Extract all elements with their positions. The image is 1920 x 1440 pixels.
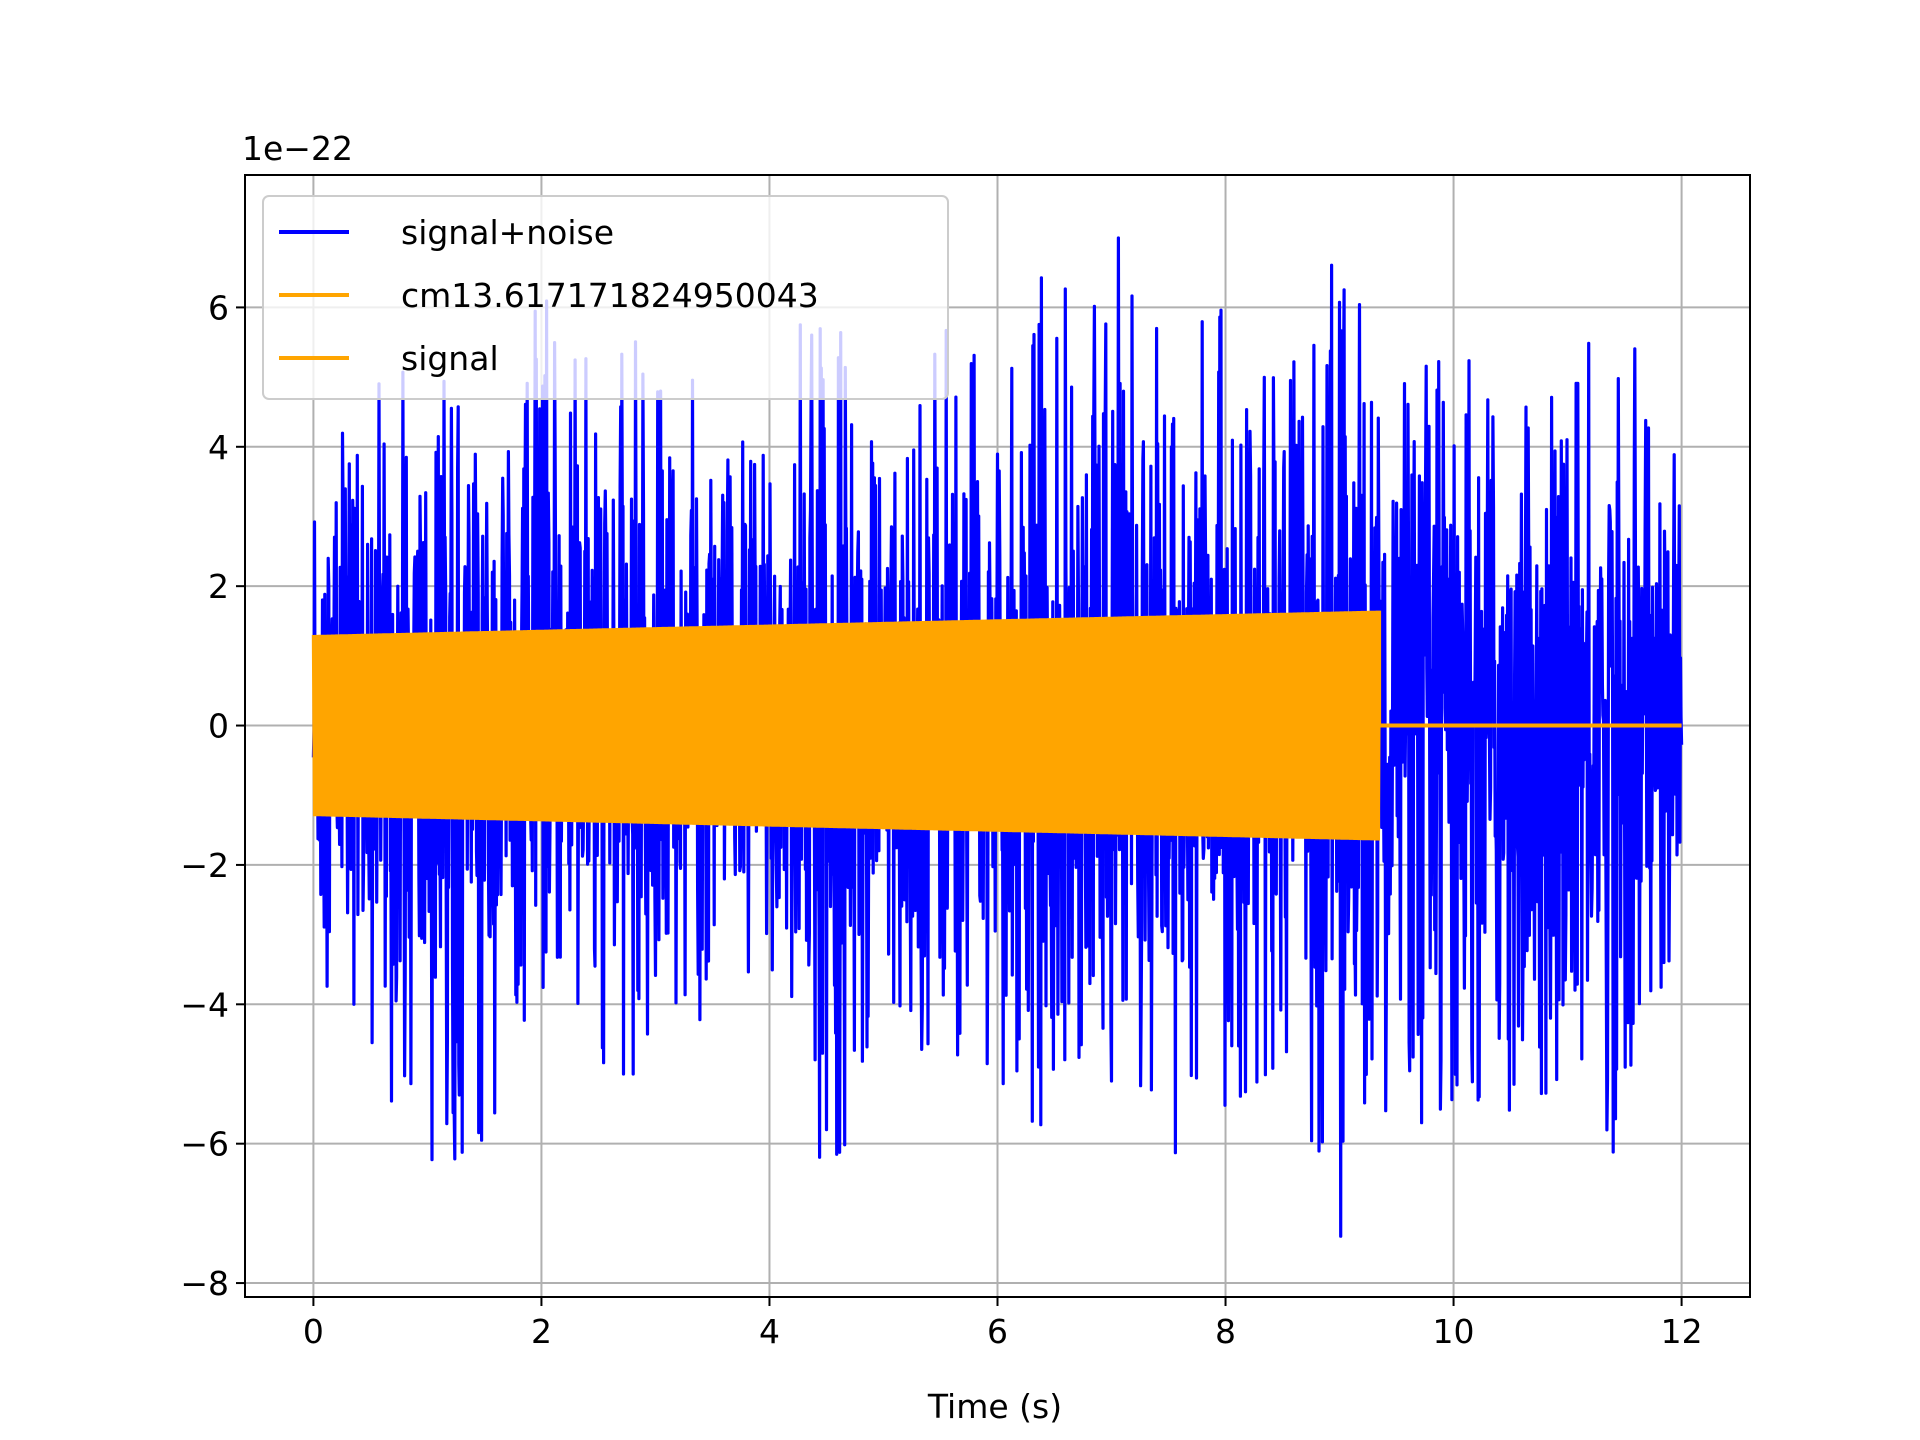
legend-label: cm13.617171824950043 [401, 276, 819, 315]
y-tick-label: 0 [208, 707, 229, 746]
y-offset-text: 1e−22 [242, 129, 353, 168]
x-tick-label: 6 [987, 1312, 1008, 1351]
legend-label: signal [401, 339, 499, 378]
x-tick-label: 4 [759, 1312, 780, 1351]
y-axis: −8 −6 −4 −2 0 2 4 6 [180, 288, 245, 1303]
y-tick-label: 4 [208, 428, 229, 467]
x-tick-label: 10 [1433, 1312, 1475, 1351]
y-tick-label: 2 [208, 567, 229, 606]
y-tick-label: −2 [180, 846, 229, 885]
x-tick-label: 12 [1661, 1312, 1703, 1351]
x-axis: 0 2 4 6 8 10 12 [303, 1297, 1703, 1351]
legend-label: signal+noise [401, 213, 614, 252]
x-axis-label: Time (s) [927, 1387, 1062, 1426]
y-tick-label: −8 [180, 1264, 229, 1303]
x-tick-label: 2 [531, 1312, 552, 1351]
plot-area [311, 236, 1684, 1238]
y-tick-label: −6 [180, 1125, 229, 1164]
legend: signal+noise cm13.617171824950043 signal [262, 195, 949, 400]
series-cm [311, 610, 1382, 841]
y-tick-label: −4 [180, 985, 229, 1024]
y-tick-label: 6 [208, 288, 229, 327]
x-tick-label: 8 [1215, 1312, 1236, 1351]
x-tick-label: 0 [303, 1312, 324, 1351]
legend-box [262, 195, 949, 400]
